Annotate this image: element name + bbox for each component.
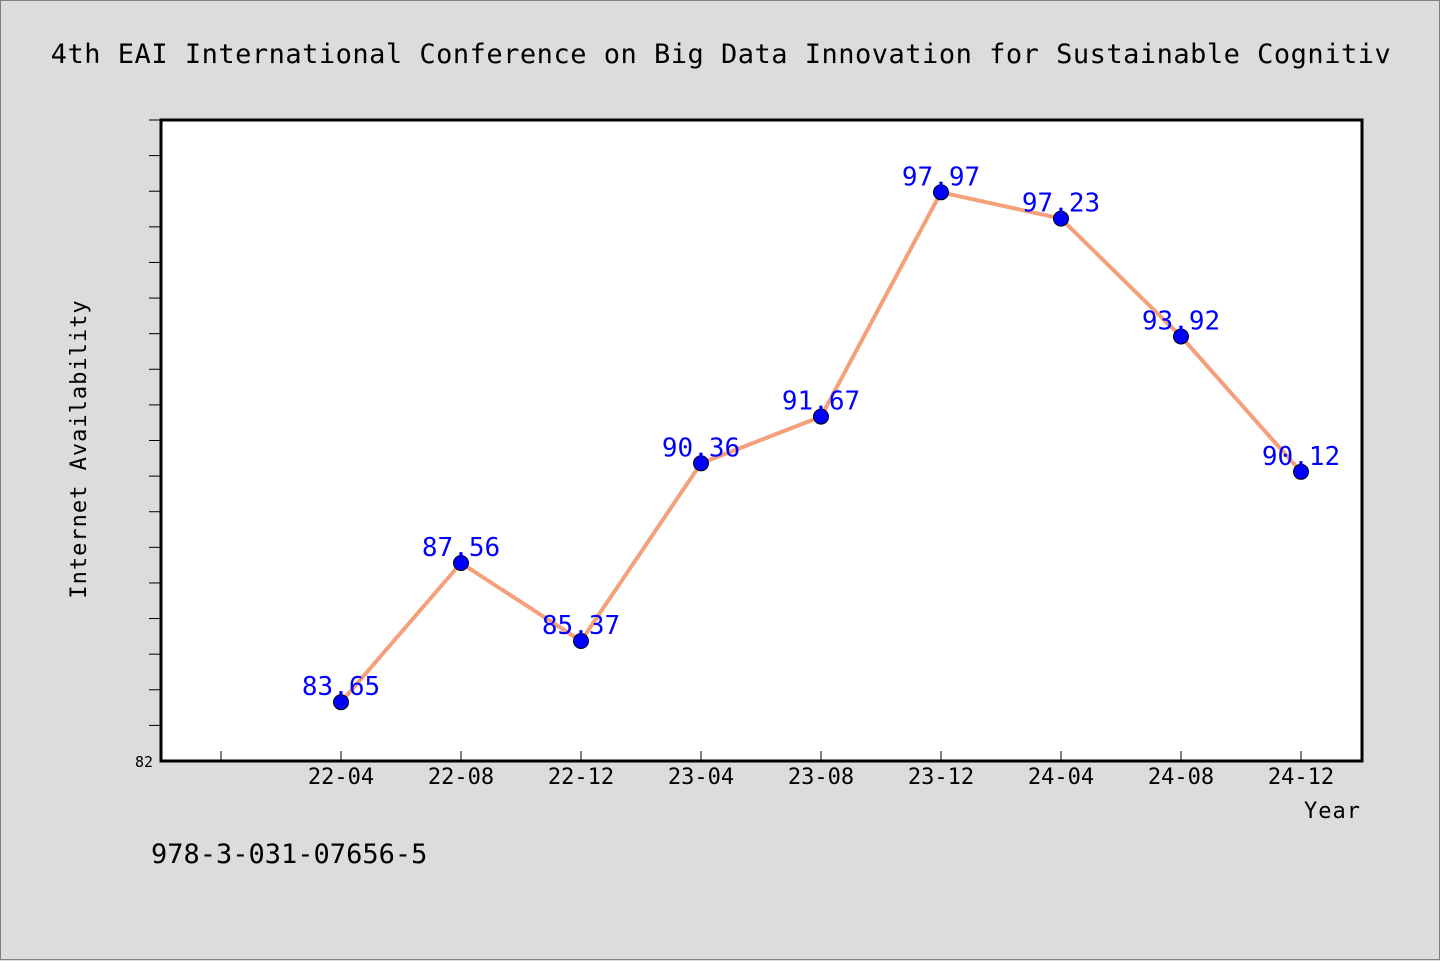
data-point [453, 555, 469, 571]
data-label: 90.12 [1262, 442, 1340, 472]
y-tick-label: 82 [135, 753, 153, 771]
data-label: 90.36 [662, 433, 740, 463]
data-label: 97.97 [902, 162, 980, 192]
data-point [933, 184, 949, 201]
y-axis-ticks [149, 119, 161, 726]
x-tick-label: 22-12 [548, 765, 614, 790]
x-tick-label: 23-12 [908, 765, 974, 790]
data-label: 83.65 [302, 672, 380, 702]
x-tick-label: 22-08 [428, 765, 494, 790]
data-point [1293, 463, 1309, 480]
data-point [1053, 210, 1069, 227]
data-point [813, 408, 829, 425]
data-point [1173, 328, 1189, 345]
data-label: 93.92 [1142, 307, 1220, 337]
x-tick-label: 24-04 [1028, 765, 1094, 790]
series-layer: 83.65 87.56 85.37 90.36 91.67 97.97 97.23 93.92… [302, 162, 1340, 711]
data-label: 87.56 [422, 533, 500, 563]
data-label: 97.23 [1022, 189, 1100, 219]
data-label: 91.67 [782, 387, 860, 417]
chart-title: 4th EAI International Conference on Big … [51, 39, 1391, 70]
x-tick-label: 23-08 [788, 765, 854, 790]
x-tick-label: 22-04 [308, 765, 374, 790]
data-point [333, 694, 349, 711]
x-tick-label: 23-04 [668, 765, 734, 790]
x-axis-label: Year [1304, 799, 1361, 824]
data-point [573, 633, 589, 649]
x-tick-label: 24-08 [1148, 765, 1214, 790]
data-point [693, 455, 709, 472]
x-axis-ticks: 22-04 22-08 22-12 23-04 23-08 23-12 24-04 24-08… [220, 751, 1334, 790]
data-label: 85.37 [542, 611, 620, 641]
footnote-isbn: 978-3-031-07656-5 [151, 839, 427, 870]
y-axis-label: Internet Availability [67, 299, 92, 598]
x-tick-label: 24-12 [1268, 765, 1334, 790]
